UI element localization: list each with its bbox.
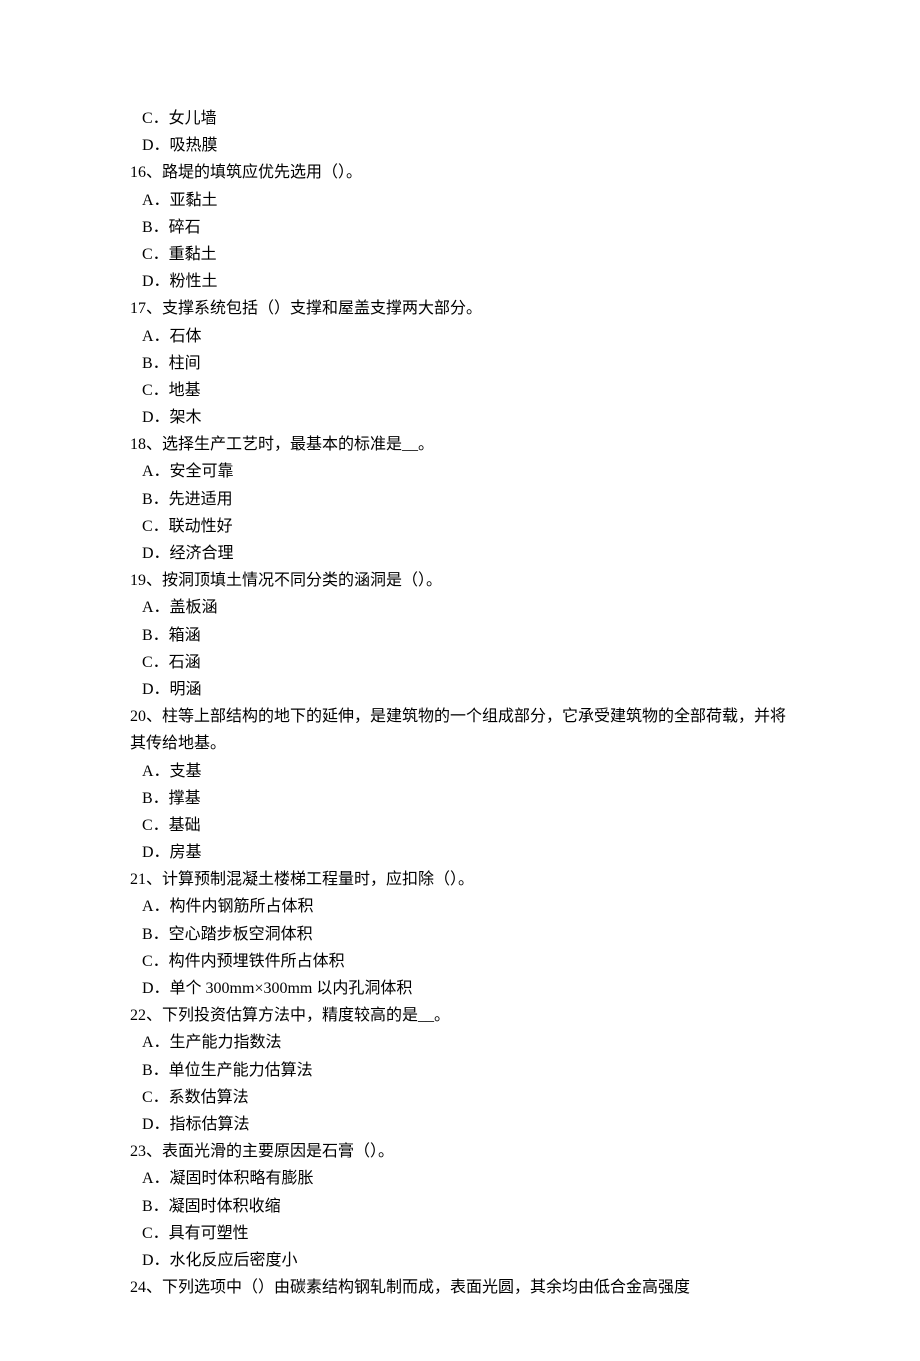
- question-option: D．粉性土: [130, 268, 790, 295]
- question-text: 23、表面光滑的主要原因是石膏（）。: [130, 1138, 790, 1165]
- question-text: 20、柱等上部结构的地下的延伸，是建筑物的一个组成部分，它承受建筑物的全部荷载，…: [130, 703, 790, 757]
- question-option: D．指标估算法: [130, 1111, 790, 1138]
- document-page: C．女儿墙D．吸热膜16、路堤的填筑应优先选用（）。A．亚黏土B．碎石C．重黏土…: [0, 0, 920, 1361]
- question-block: 19、按洞顶填土情况不同分类的涵洞是（）。A．盖板涵B．箱涵C．石涵D．明涵: [130, 567, 790, 703]
- question-option: C．重黏土: [130, 241, 790, 268]
- question-block: 23、表面光滑的主要原因是石膏（）。A．凝固时体积略有膨胀B．凝固时体积收缩C．…: [130, 1138, 790, 1274]
- question-block: 21、计算预制混凝土楼梯工程量时，应扣除（）。A．构件内钢筋所占体积B．空心踏步…: [130, 866, 790, 1002]
- question-block: C．女儿墙D．吸热膜: [130, 105, 790, 159]
- question-block: 18、选择生产工艺时，最基本的标准是__。A．安全可靠B．先进适用C．联动性好D…: [130, 431, 790, 567]
- question-option: A．石体: [130, 323, 790, 350]
- question-text: 18、选择生产工艺时，最基本的标准是__。: [130, 431, 790, 458]
- question-option: A．生产能力指数法: [130, 1029, 790, 1056]
- question-option: B．先进适用: [130, 486, 790, 513]
- question-option: A．支基: [130, 758, 790, 785]
- question-option: B．箱涵: [130, 622, 790, 649]
- question-option: C．具有可塑性: [130, 1220, 790, 1247]
- question-option: A．凝固时体积略有膨胀: [130, 1165, 790, 1192]
- question-option: A．盖板涵: [130, 594, 790, 621]
- question-option: C．石涵: [130, 649, 790, 676]
- question-option: B．撑基: [130, 785, 790, 812]
- question-option: A．安全可靠: [130, 458, 790, 485]
- question-option: D．架木: [130, 404, 790, 431]
- question-text: 24、下列选项中（）由碳素结构钢轧制而成，表面光圆，其余均由低合金高强度: [130, 1274, 790, 1301]
- question-block: 20、柱等上部结构的地下的延伸，是建筑物的一个组成部分，它承受建筑物的全部荷载，…: [130, 703, 790, 866]
- question-block: 24、下列选项中（）由碳素结构钢轧制而成，表面光圆，其余均由低合金高强度: [130, 1274, 790, 1301]
- question-option: B．单位生产能力估算法: [130, 1057, 790, 1084]
- question-option: D．吸热膜: [130, 132, 790, 159]
- question-block: 22、下列投资估算方法中，精度较高的是__。A．生产能力指数法B．单位生产能力估…: [130, 1002, 790, 1138]
- question-option: D．经济合理: [130, 540, 790, 567]
- question-text: 17、支撑系统包括（）支撑和屋盖支撑两大部分。: [130, 295, 790, 322]
- question-option: B．碎石: [130, 214, 790, 241]
- question-option: C．系数估算法: [130, 1084, 790, 1111]
- question-text: 22、下列投资估算方法中，精度较高的是__。: [130, 1002, 790, 1029]
- question-text: 21、计算预制混凝土楼梯工程量时，应扣除（）。: [130, 866, 790, 893]
- question-option: B．凝固时体积收缩: [130, 1193, 790, 1220]
- question-option: B．柱间: [130, 350, 790, 377]
- question-option: D．单个 300mm×300mm 以内孔洞体积: [130, 975, 790, 1002]
- question-option: C．联动性好: [130, 513, 790, 540]
- question-option: C．基础: [130, 812, 790, 839]
- question-option: C．构件内预埋铁件所占体积: [130, 948, 790, 975]
- question-option: D．水化反应后密度小: [130, 1247, 790, 1274]
- question-text: 16、路堤的填筑应优先选用（）。: [130, 159, 790, 186]
- question-block: 16、路堤的填筑应优先选用（）。A．亚黏土B．碎石C．重黏土D．粉性土: [130, 159, 790, 295]
- question-option: C．女儿墙: [130, 105, 790, 132]
- question-text: 19、按洞顶填土情况不同分类的涵洞是（）。: [130, 567, 790, 594]
- question-option: A．亚黏土: [130, 187, 790, 214]
- question-option: A．构件内钢筋所占体积: [130, 893, 790, 920]
- question-option: D．明涵: [130, 676, 790, 703]
- question-option: B．空心踏步板空洞体积: [130, 921, 790, 948]
- question-option: C．地基: [130, 377, 790, 404]
- question-option: D．房基: [130, 839, 790, 866]
- question-block: 17、支撑系统包括（）支撑和屋盖支撑两大部分。A．石体B．柱间C．地基D．架木: [130, 295, 790, 431]
